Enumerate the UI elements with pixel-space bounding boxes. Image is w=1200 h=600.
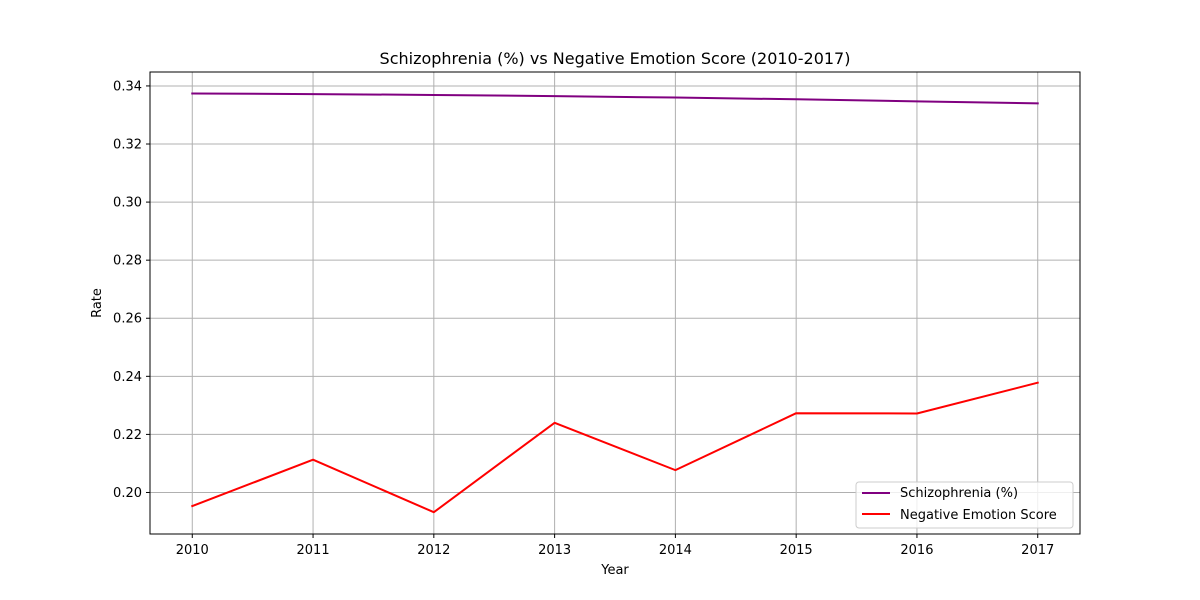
x-tick-label: 2012 bbox=[417, 543, 450, 558]
x-tick-label: 2014 bbox=[659, 543, 692, 558]
plot-frame bbox=[149, 71, 1081, 535]
x-axis-ticks: 2010 2011 2012 2013 2014 2015 2016 2017 bbox=[176, 534, 1054, 558]
x-tick-label: 2017 bbox=[1021, 543, 1054, 558]
y-tick-label: 0.26 bbox=[113, 312, 142, 327]
y-tick-label: 0.22 bbox=[113, 428, 142, 443]
x-tick-label: 2011 bbox=[297, 543, 330, 558]
y-tick-label: 0.24 bbox=[113, 370, 142, 385]
x-tick-label: 2013 bbox=[538, 543, 571, 558]
legend-label-negative-emotion: Negative Emotion Score bbox=[900, 508, 1057, 523]
y-axis-ticks: 0.20 0.22 0.24 0.26 0.28 0.30 0.32 0.34 bbox=[113, 79, 150, 501]
y-tick-label: 0.34 bbox=[113, 79, 142, 94]
x-tick-label: 2010 bbox=[176, 543, 209, 558]
y-tick-label: 0.30 bbox=[113, 196, 142, 211]
series-lines bbox=[190, 92, 1039, 514]
y-axis-label: Rate bbox=[90, 288, 105, 318]
y-tick-label: 0.20 bbox=[113, 486, 142, 501]
x-tick-label: 2015 bbox=[780, 543, 813, 558]
chart-title: Schizophrenia (%) vs Negative Emotion Sc… bbox=[380, 49, 851, 68]
legend-box bbox=[855, 481, 1074, 529]
y-tick-label: 0.28 bbox=[113, 254, 142, 269]
legend: Schizophrenia (%) Negative Emotion Score bbox=[855, 481, 1074, 529]
series-line-schizophrenia bbox=[191, 92, 1039, 105]
legend-label-schizophrenia: Schizophrenia (%) bbox=[900, 486, 1018, 501]
series-line-negative-emotion-score bbox=[190, 381, 1039, 514]
x-tick-label: 2016 bbox=[900, 543, 933, 558]
y-tick-label: 0.32 bbox=[113, 138, 142, 153]
grid bbox=[150, 72, 1080, 534]
x-axis-label: Year bbox=[600, 563, 629, 578]
